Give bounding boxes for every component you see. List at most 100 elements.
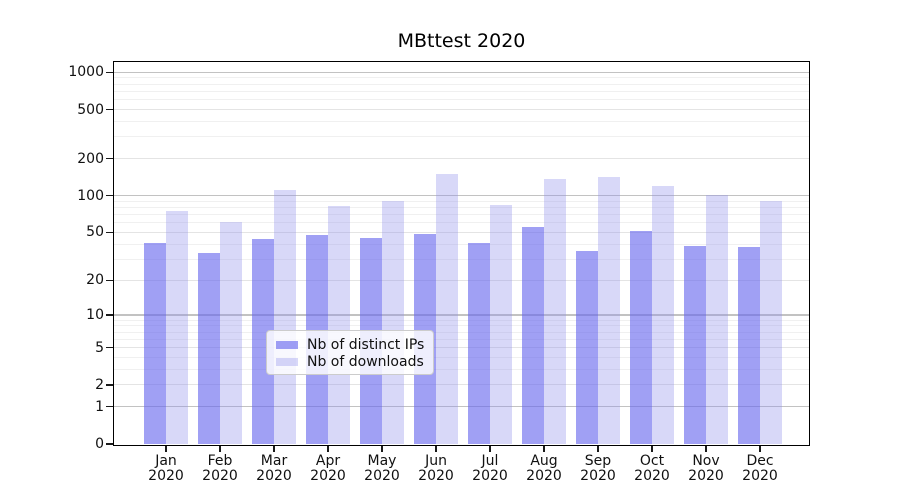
bar-downloads bbox=[544, 178, 566, 444]
y-axis-tick-label: 20 bbox=[86, 272, 104, 289]
y-axis-tick-label: 5 bbox=[95, 339, 104, 356]
bar-distinct-ips bbox=[684, 245, 706, 444]
gridline-minor bbox=[114, 136, 809, 138]
y-axis-tick-label: 100 bbox=[77, 187, 104, 204]
x-axis-tick bbox=[219, 445, 221, 452]
y-axis-tick bbox=[105, 71, 113, 73]
y-axis-tick-label: 1 bbox=[95, 398, 104, 415]
plot-area: 0 1 2 5 10 20 50 100 200 500 1000 Jan 2020 Feb 2020 M… bbox=[68, 61, 810, 484]
bar-downloads bbox=[328, 205, 350, 444]
gridline-major bbox=[114, 406, 809, 408]
bar-distinct-ips bbox=[144, 242, 166, 444]
gridline-minor bbox=[114, 243, 809, 245]
gridline bbox=[114, 384, 809, 386]
x-axis-tick-label: Sep 2020 bbox=[580, 453, 616, 484]
gridline-minor bbox=[114, 338, 809, 340]
y-axis-tick-label: 200 bbox=[77, 150, 104, 167]
legend: Nb of distinct IPs Nb of downloads bbox=[266, 330, 434, 375]
y-axis-tick-label: 1000 bbox=[68, 64, 104, 81]
bar-distinct-ips bbox=[738, 246, 760, 444]
y-axis-tick-label: 2 bbox=[95, 376, 104, 393]
x-axis-tick bbox=[273, 445, 275, 452]
x-axis-tick bbox=[759, 445, 761, 452]
gridline-minor bbox=[114, 207, 809, 209]
gridline-minor bbox=[114, 214, 809, 216]
gridline bbox=[114, 231, 809, 233]
bar-downloads bbox=[706, 194, 728, 444]
gridline-minor bbox=[114, 77, 809, 79]
bar-downloads bbox=[220, 221, 242, 444]
gridline-minor bbox=[114, 331, 809, 333]
bar-distinct-ips bbox=[468, 242, 490, 444]
legend-item-distinct-ips: Nb of distinct IPs bbox=[276, 336, 425, 353]
x-axis-tick-label: Nov 2020 bbox=[688, 453, 724, 484]
chart-title: MBttest 2020 bbox=[397, 30, 526, 52]
x-axis-tick bbox=[705, 445, 707, 452]
gridline-minor bbox=[114, 325, 809, 327]
y-axis-tick bbox=[105, 195, 113, 197]
bar-downloads bbox=[436, 173, 458, 444]
gridline-major bbox=[114, 195, 809, 197]
legend-swatch-downloads bbox=[276, 357, 298, 366]
gridline-minor bbox=[114, 99, 809, 101]
y-axis-tick bbox=[105, 108, 113, 111]
bar-downloads bbox=[652, 186, 674, 444]
gridline-minor bbox=[114, 368, 809, 370]
x-axis-tick bbox=[435, 445, 437, 452]
y-axis-tick-label: 500 bbox=[77, 101, 104, 118]
gridline-minor bbox=[114, 258, 809, 260]
x-axis-tick bbox=[489, 445, 491, 452]
x-axis-tick bbox=[381, 445, 383, 452]
gridline bbox=[114, 279, 809, 281]
legend-label-downloads: Nb of downloads bbox=[307, 353, 424, 370]
bar-distinct-ips bbox=[630, 231, 652, 444]
gridline-major bbox=[114, 314, 809, 316]
legend-label-distinct-ips: Nb of distinct IPs bbox=[307, 336, 425, 353]
bar-downloads bbox=[490, 204, 512, 444]
bar-downloads bbox=[166, 211, 188, 444]
y-axis-tick-label: 10 bbox=[86, 306, 104, 323]
y-axis-tick bbox=[105, 406, 113, 408]
y-axis-tick-label: 0 bbox=[95, 436, 104, 452]
gridline-minor bbox=[114, 90, 809, 92]
gridline-minor bbox=[114, 356, 809, 358]
legend-swatch-distinct-ips bbox=[276, 340, 298, 349]
x-axis-tick bbox=[327, 445, 329, 452]
gridline bbox=[114, 109, 809, 111]
gridline-minor bbox=[114, 200, 809, 202]
y-axis-tick bbox=[105, 279, 113, 281]
bar-downloads bbox=[274, 190, 296, 444]
bar-downloads bbox=[760, 200, 782, 444]
y-axis-tick-label: 50 bbox=[86, 224, 104, 241]
gridline-minor bbox=[114, 121, 809, 123]
y-axis-tick bbox=[105, 384, 113, 386]
x-axis-tick-label: Aug 2020 bbox=[526, 453, 562, 484]
gridline-minor bbox=[114, 83, 809, 85]
x-axis-tick-label: Jan 2020 bbox=[148, 453, 184, 484]
gridline bbox=[114, 158, 809, 160]
bar-downloads bbox=[598, 176, 620, 444]
x-axis-tick-label: Jul 2020 bbox=[472, 453, 508, 484]
y-axis-tick bbox=[105, 443, 113, 445]
gridline-minor bbox=[114, 319, 809, 321]
gridline-major bbox=[114, 71, 809, 73]
y-axis-tick bbox=[105, 346, 113, 349]
gridline-minor bbox=[114, 222, 809, 224]
y-axis-tick bbox=[105, 157, 113, 160]
x-axis-tick bbox=[165, 445, 167, 452]
legend-item-downloads: Nb of downloads bbox=[276, 353, 425, 370]
x-axis-tick-label: Oct 2020 bbox=[634, 453, 670, 484]
bar-distinct-ips bbox=[522, 227, 544, 444]
x-axis-tick-label: May 2020 bbox=[364, 453, 400, 484]
x-axis-tick-label: Mar 2020 bbox=[256, 453, 292, 484]
x-axis-tick bbox=[597, 445, 599, 452]
bar-downloads bbox=[382, 201, 404, 444]
x-axis-tick-label: Apr 2020 bbox=[310, 453, 346, 484]
x-axis-tick bbox=[543, 445, 545, 452]
bar-distinct-ips bbox=[198, 252, 220, 444]
y-axis-tick bbox=[105, 314, 113, 316]
x-axis-tick-label: Dec 2020 bbox=[742, 453, 778, 484]
gridline bbox=[114, 347, 809, 349]
bar-distinct-ips bbox=[576, 251, 598, 444]
